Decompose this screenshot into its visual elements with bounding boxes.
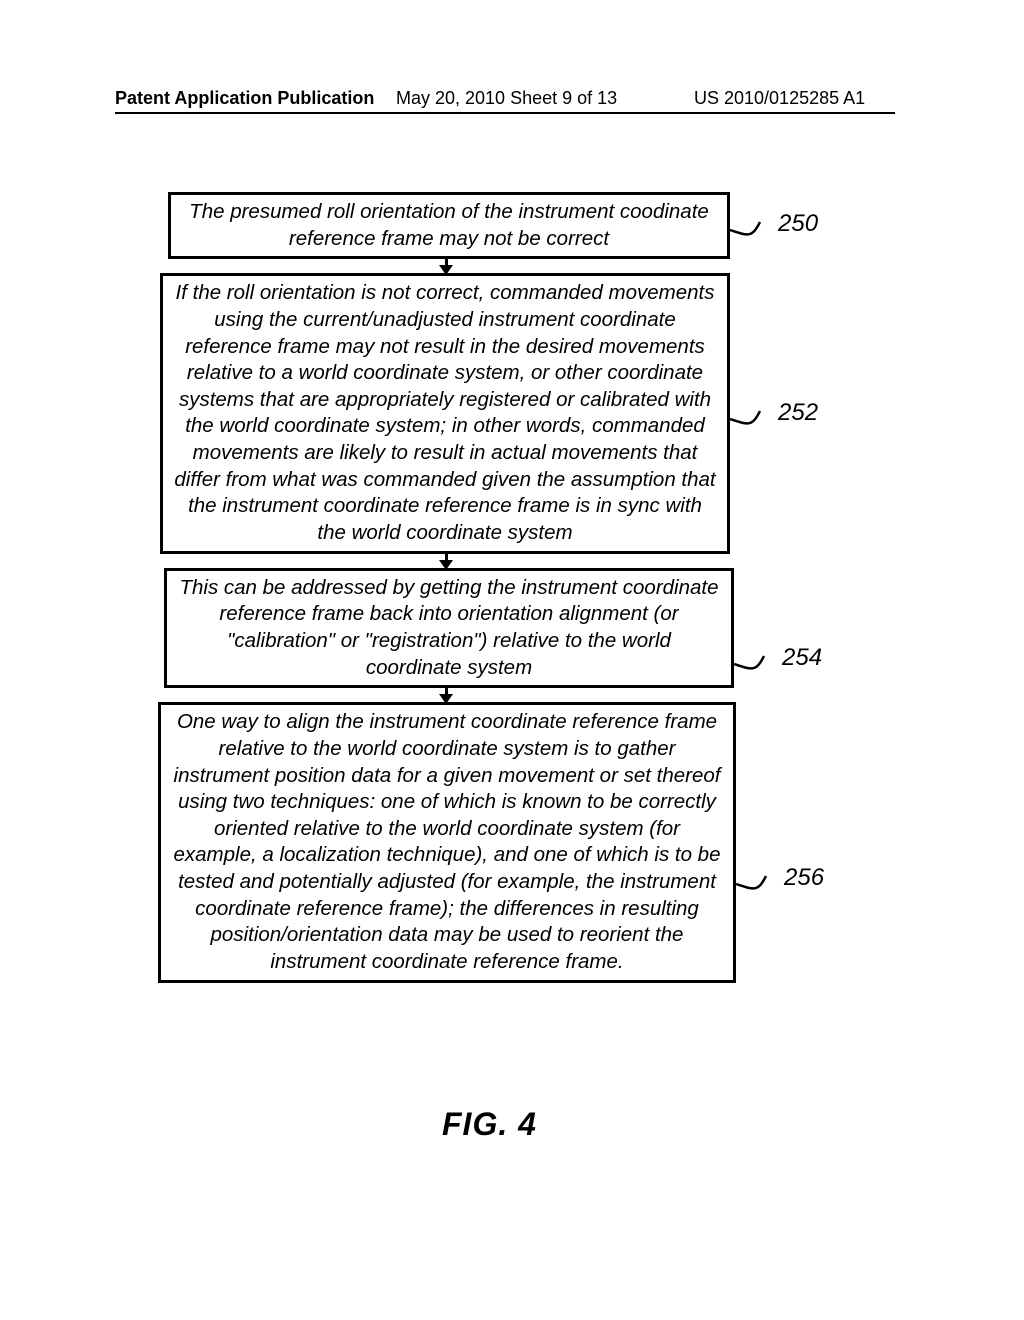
page: Patent Application Publication May 20, 2… xyxy=(0,0,1024,1320)
flow-box-254: This can be addressed by getting the ins… xyxy=(164,568,734,689)
flow-arrow-1 xyxy=(158,259,878,273)
flow-arrow-2 xyxy=(158,554,878,568)
header-publication: Patent Application Publication xyxy=(115,88,374,109)
ref-label-254: 254 xyxy=(782,644,822,672)
ref-label-256: 256 xyxy=(784,864,824,892)
header-rule xyxy=(115,112,895,114)
flow-box-250: The presumed roll orientation of the ins… xyxy=(168,192,730,259)
ref-label-250: 250 xyxy=(778,210,818,238)
flowchart: The presumed roll orientation of the ins… xyxy=(158,192,878,983)
flow-box-256: One way to align the instrument coordina… xyxy=(158,702,736,982)
figure-caption: FIG. 4 xyxy=(442,1106,537,1143)
header-date-sheet: May 20, 2010 Sheet 9 of 13 xyxy=(396,88,617,109)
flow-arrow-3 xyxy=(158,688,878,702)
ref-label-252: 252 xyxy=(778,399,818,427)
header-patent-number: US 2010/0125285 A1 xyxy=(694,88,865,109)
flow-box-252: If the roll orientation is not correct, … xyxy=(160,273,730,553)
